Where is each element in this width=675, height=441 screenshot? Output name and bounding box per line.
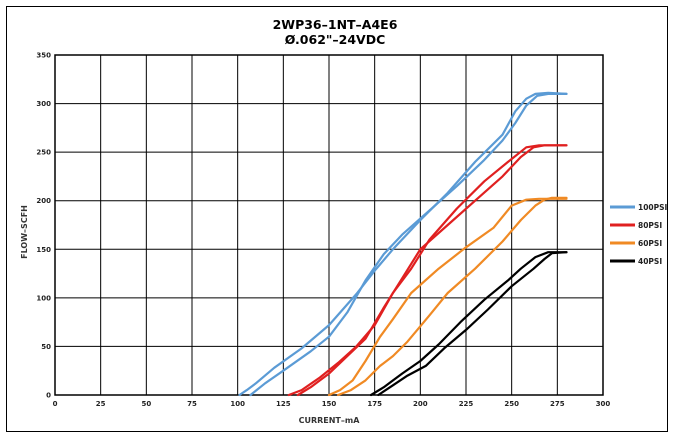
series-line-40psi [377, 251, 568, 397]
series-line-60psi [327, 197, 568, 397]
chart-title: 2WP36–1NT–A4E6 [273, 17, 398, 32]
x-tick-label: 200 [413, 400, 428, 408]
x-tick-label: 0 [53, 400, 58, 408]
y-tick-label: 50 [41, 343, 51, 351]
series-line-80psi [287, 144, 568, 397]
x-tick-label: 150 [322, 400, 337, 408]
legend-label: 100PSI [638, 203, 668, 212]
series-line-100psi [238, 91, 568, 397]
legend: 100PSI 80PSI 60PSI 40PSI [610, 203, 668, 266]
y-tick-label: 300 [36, 100, 51, 108]
x-tick-label: 225 [459, 400, 474, 408]
x-tick-label: 275 [550, 400, 565, 408]
x-tick-label: 125 [276, 400, 291, 408]
legend-label: 80PSI [638, 221, 662, 230]
y-axis-label: FLOW–SCFH [20, 205, 29, 259]
x-tick-label: 25 [96, 400, 106, 408]
series-line-60psi [337, 196, 568, 397]
x-tick-label: 75 [187, 400, 197, 408]
y-tick-label: 350 [36, 52, 51, 60]
series-line-40psi [369, 251, 568, 397]
y-tick-label: 0 [46, 392, 51, 400]
x-tick-label: 50 [141, 400, 151, 408]
x-axis-label: CURRENT–mA [299, 416, 361, 425]
y-tick-label: 100 [36, 294, 51, 302]
series-line-100psi [249, 92, 568, 397]
plot-area: 0 25 50 75 100 125 150 175 200 225 250 275 300 0 50 100… [36, 52, 610, 409]
x-tick-label: 175 [367, 400, 382, 408]
x-tick-label: 250 [504, 400, 519, 408]
x-tick-label: 100 [230, 400, 245, 408]
y-tick-label: 250 [36, 149, 51, 157]
y-tick-label: 150 [36, 246, 51, 254]
y-tick-label: 200 [36, 197, 51, 205]
legend-label: 40PSI [638, 257, 662, 266]
series-line-80psi [296, 144, 568, 397]
legend-label: 60PSI [638, 239, 662, 248]
x-tick-label: 300 [596, 400, 611, 408]
chart-subtitle: Ø.062"–24VDC [285, 32, 386, 47]
